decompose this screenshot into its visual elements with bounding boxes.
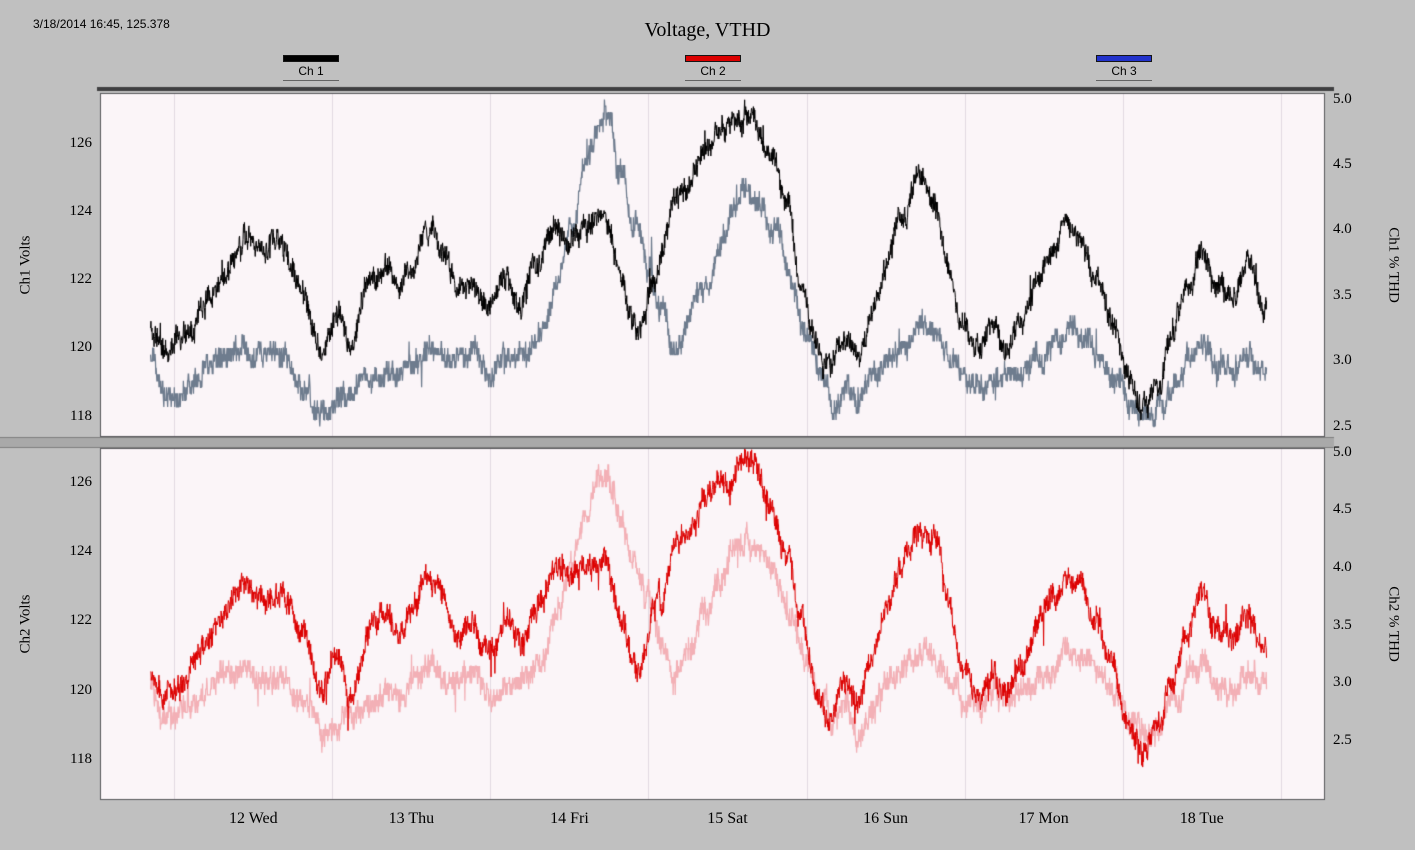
ch3-color-bar <box>1096 55 1152 62</box>
legend-item-ch2[interactable]: Ch 2 <box>685 55 741 81</box>
legend-item-ch3[interactable]: Ch 3 <box>1096 55 1152 81</box>
ch2-color-bar <box>685 55 741 62</box>
legend-label-ch1: Ch 1 <box>298 64 324 78</box>
legend-item-ch1[interactable]: Ch 1 <box>283 55 339 81</box>
cursor-readout: 3/18/2014 16:45, 125.378 <box>33 17 170 31</box>
legend-label-ch2: Ch 2 <box>700 64 726 78</box>
ch1-color-bar <box>283 55 339 62</box>
legend-label-ch3: Ch 3 <box>1111 64 1137 78</box>
chart-title: Voltage, VTHD <box>644 19 771 41</box>
